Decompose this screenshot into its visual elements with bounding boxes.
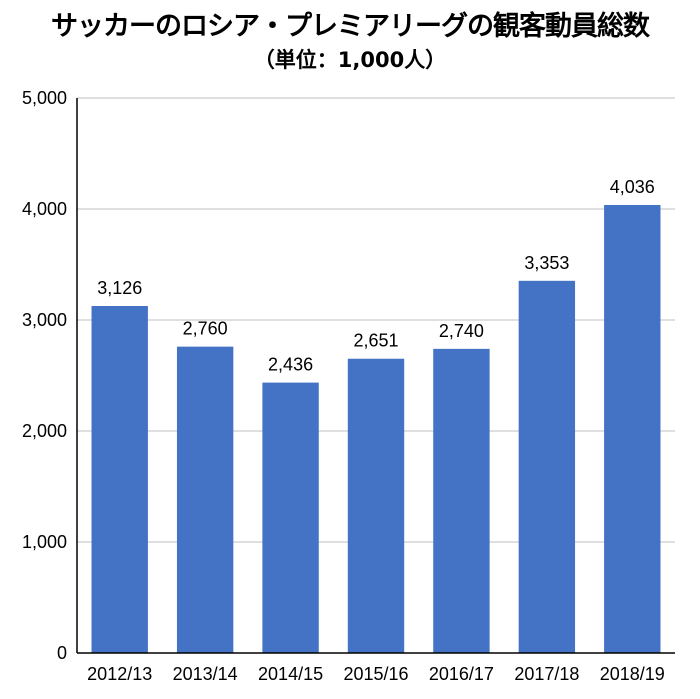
x-tick-label: 2018/19 [600,664,665,684]
bar [91,306,148,653]
data-label: 2,651 [353,331,398,351]
y-tick-label: 1,000 [22,532,67,552]
data-label: 3,126 [97,278,142,298]
data-labels: 3,126 2,760 2,436 2,651 2,740 3,353 4,036 [97,177,655,375]
x-tick-labels: 2012/13 2013/14 2014/15 2015/16 2016/17 2017/… [87,664,665,684]
bar [604,205,661,653]
y-tick-label: 2,000 [22,421,67,441]
bars [91,205,661,653]
data-label: 4,036 [610,177,655,197]
x-tick-label: 2014/15 [258,664,323,684]
axes [76,98,675,654]
y-tick-label: 5,000 [22,88,67,108]
y-tick-label: 0 [57,643,67,663]
bar [176,346,234,653]
x-tick-label: 2015/16 [343,664,408,684]
bar [433,348,490,653]
bar [262,382,319,653]
x-tick-label: 2017/18 [514,664,579,684]
data-label: 2,760 [183,319,228,339]
x-tick-label: 2013/14 [173,664,238,684]
data-label: 2,436 [268,355,313,375]
bar [518,280,576,653]
chart-title: サッカーのロシア・プレミアリーグの観客動員総数 [51,11,650,42]
bar [347,358,405,653]
data-label: 3,353 [524,253,569,273]
y-tick-label: 4,000 [22,199,67,219]
x-tick-label: 2016/17 [429,664,494,684]
y-tick-labels: 0 1,000 2,000 3,000 4,000 5,000 [22,88,67,663]
y-tick-label: 3,000 [22,310,67,330]
chart-subtitle: （単位：1,000人） [253,48,447,72]
data-label: 2,740 [439,321,484,341]
x-tick-label: 2012/13 [87,664,152,684]
